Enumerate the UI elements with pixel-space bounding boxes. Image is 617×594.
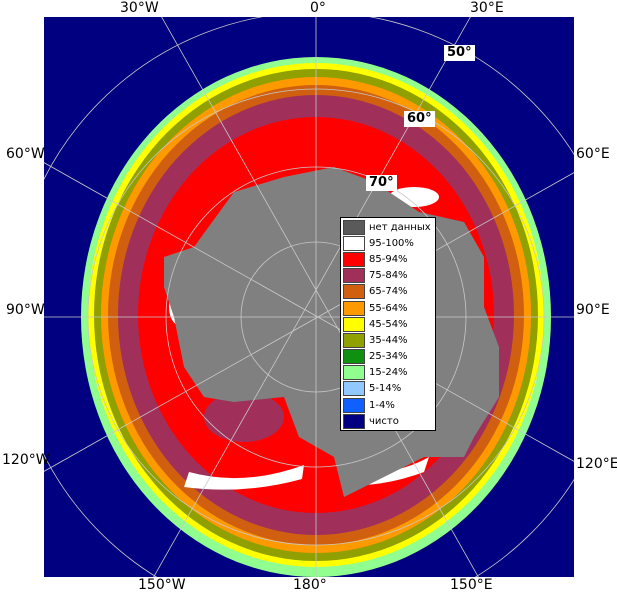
legend: нет данных 95-100% 85-94% 75-84% 65-74% 55-64…	[340, 217, 436, 432]
sea-ice-map	[44, 17, 574, 577]
legend-label: 25-34%	[369, 351, 408, 363]
legend-item: 85-94%	[343, 251, 433, 267]
lon-label-90e: 90°E	[576, 302, 610, 318]
lon-label-120e: 120°E	[576, 456, 617, 472]
legend-item: 25-34%	[343, 349, 433, 365]
legend-swatch	[343, 300, 365, 316]
legend-label: 65-74%	[369, 286, 408, 298]
legend-swatch	[343, 397, 365, 413]
legend-swatch	[343, 349, 365, 365]
lon-label-120w: 120°W	[2, 452, 50, 468]
lon-label-0: 0°	[310, 0, 326, 16]
meridian-30e-150w	[153, 17, 471, 577]
legend-label: 1-4%	[369, 399, 395, 411]
legend-item: 55-64%	[343, 300, 433, 316]
lat-label-70: 70°	[366, 175, 397, 191]
lon-label-180: 180°	[293, 577, 327, 593]
legend-swatch	[343, 316, 365, 332]
legend-swatch	[343, 284, 365, 300]
legend-label: 45-54%	[369, 318, 408, 330]
lat-label-50: 50°	[444, 45, 475, 61]
lon-label-90w: 90°W	[6, 302, 45, 318]
legend-swatch	[343, 381, 365, 397]
legend-item: чисто	[343, 413, 433, 429]
ice-white-patch	[184, 465, 304, 490]
legend-swatch	[343, 268, 365, 284]
legend-swatch	[343, 413, 365, 429]
legend-item: нет данных	[343, 219, 433, 235]
lon-label-30e: 30°E	[470, 0, 504, 16]
legend-item: 15-24%	[343, 365, 433, 381]
legend-item: 45-54%	[343, 316, 433, 332]
meridian-30w-150e	[161, 17, 479, 577]
lon-label-150e: 150°E	[450, 577, 493, 593]
legend-label: 5-14%	[369, 383, 402, 395]
lon-label-60e: 60°E	[576, 146, 610, 162]
graticule	[44, 17, 574, 577]
legend-label: 75-84%	[369, 270, 408, 282]
lon-label-60w: 60°W	[6, 146, 45, 162]
meridian-60e-120w	[44, 172, 574, 472]
legend-item: 75-84%	[343, 268, 433, 284]
legend-swatch	[343, 365, 365, 381]
legend-label: 85-94%	[369, 253, 408, 265]
legend-item: 35-44%	[343, 332, 433, 348]
lon-label-30w: 30°W	[120, 0, 159, 16]
meridian-60w-120e	[44, 162, 574, 462]
legend-swatch	[343, 332, 365, 348]
legend-label: 55-64%	[369, 302, 408, 314]
legend-label: чисто	[369, 415, 399, 427]
legend-label: нет данных	[369, 221, 431, 233]
legend-swatch	[343, 235, 365, 251]
legend-label: 95-100%	[369, 237, 414, 249]
legend-swatch	[343, 251, 365, 267]
legend-label: 15-24%	[369, 367, 408, 379]
legend-item: 65-74%	[343, 284, 433, 300]
lat-label-60: 60°	[404, 111, 435, 127]
lon-label-150w: 150°W	[138, 577, 186, 593]
legend-item: 5-14%	[343, 381, 433, 397]
legend-label: 35-44%	[369, 334, 408, 346]
legend-item: 95-100%	[343, 235, 433, 251]
legend-item: 1-4%	[343, 397, 433, 413]
legend-swatch	[343, 219, 365, 235]
